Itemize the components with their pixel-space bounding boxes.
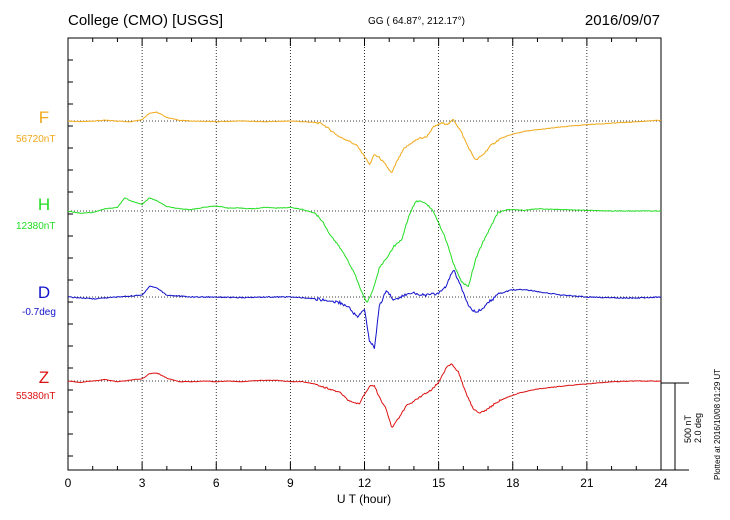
component-d-label: D <box>37 283 51 302</box>
station-title: College (CMO) [USGS] <box>68 12 224 29</box>
x-tick-label: 9 <box>287 476 294 490</box>
x-tick-label: 6 <box>213 476 220 490</box>
component-d-baseline: -0.7deg <box>22 307 56 318</box>
x-axis-label: U T (hour) <box>337 492 391 506</box>
trace-z <box>67 363 662 428</box>
x-tick-label: 24 <box>654 476 668 490</box>
component-z-label: Z <box>38 368 50 387</box>
x-tick-label: 18 <box>506 476 520 490</box>
component-h-label: H <box>37 195 51 214</box>
x-tick-label: 21 <box>580 476 594 490</box>
station-coordinates: GG ( 64.87°, 212.17°) <box>368 16 465 27</box>
trace-h <box>67 197 662 303</box>
component-h-baseline: 12380nT <box>16 221 56 232</box>
grid-lines <box>141 38 588 470</box>
component-f-baseline: 56720nT <box>16 134 56 145</box>
scale-label-nt: 500 nT <box>683 414 693 443</box>
component-z-baseline: 55380nT <box>16 391 56 402</box>
x-tick-label: 15 <box>432 476 446 490</box>
x-axis-ticks: 0 3 6 9 12 15 18 21 24 <box>65 38 668 490</box>
trace-f <box>67 111 662 173</box>
scale-label-deg: 2.0 deg <box>693 412 703 443</box>
traces <box>67 111 662 428</box>
x-tick-label: 0 <box>65 476 72 490</box>
plot-date: 2016/09/07 <box>584 12 660 29</box>
plotted-timestamp: Plotted at 2016/10/08 01:29 UT <box>713 368 722 480</box>
trace-d <box>67 270 662 349</box>
x-tick-label: 3 <box>139 476 146 490</box>
x-tick-label: 12 <box>358 476 372 490</box>
component-f-label: F <box>38 108 50 127</box>
